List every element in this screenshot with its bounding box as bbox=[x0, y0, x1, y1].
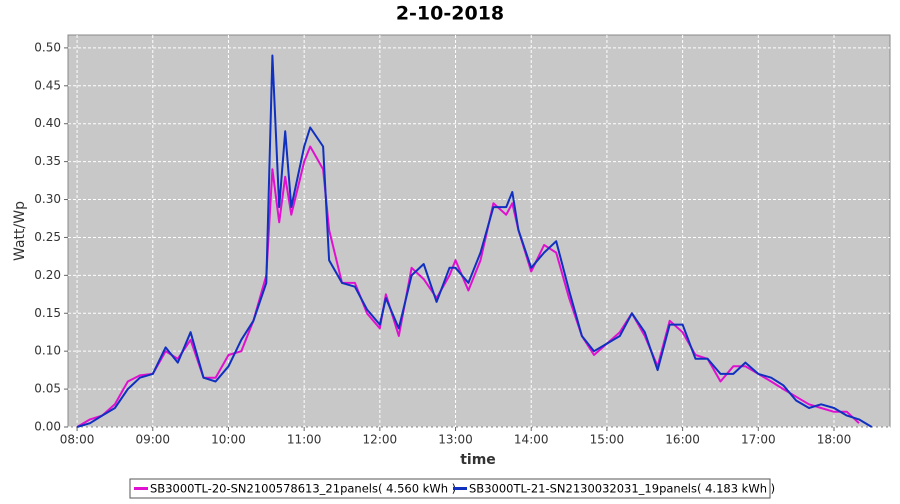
legend-label: SB3000TL-21-SN2130032031_19panels( 4.183… bbox=[469, 482, 775, 496]
y-axis-label: Watt/Wp bbox=[12, 201, 28, 261]
x-tick-label: 14:00 bbox=[514, 433, 549, 447]
x-tick-label: 17:00 bbox=[741, 433, 776, 447]
x-tick-label: 18:00 bbox=[817, 433, 852, 447]
y-tick-label: 0.00 bbox=[34, 420, 61, 434]
x-tick-label: 13:00 bbox=[438, 433, 473, 447]
plot-area bbox=[67, 34, 891, 428]
x-tick-label: 10:00 bbox=[211, 433, 246, 447]
x-tick-label: 11:00 bbox=[287, 433, 322, 447]
y-tick-label: 0.05 bbox=[34, 382, 61, 396]
y-tick-label: 0.45 bbox=[34, 78, 61, 92]
y-tick-label: 0.40 bbox=[34, 116, 61, 130]
x-axis-label: time bbox=[460, 452, 496, 468]
series-group bbox=[68, 35, 890, 428]
y-tick-label: 0.15 bbox=[34, 306, 61, 320]
legend-label: SB3000TL-20-SN2100578613_21panels( 4.560… bbox=[150, 482, 456, 496]
y-tick-label: 0.20 bbox=[34, 268, 61, 282]
legend bbox=[129, 478, 771, 499]
x-tick-label: 15:00 bbox=[590, 433, 625, 447]
chart-title: 2-10-2018 bbox=[396, 3, 504, 25]
y-tick-label: 0.30 bbox=[34, 192, 61, 206]
y-tick-label: 0.25 bbox=[34, 230, 61, 244]
y-tick-label: 0.10 bbox=[34, 344, 61, 358]
x-tick-label: 12:00 bbox=[363, 433, 398, 447]
y-tick-label: 0.50 bbox=[34, 40, 61, 54]
x-tick-label: 09:00 bbox=[135, 433, 170, 447]
y-tick-label: 0.35 bbox=[34, 154, 61, 168]
series-line bbox=[76, 54, 873, 428]
x-tick-label: 08:00 bbox=[60, 433, 95, 447]
x-tick-label: 16:00 bbox=[665, 433, 700, 447]
